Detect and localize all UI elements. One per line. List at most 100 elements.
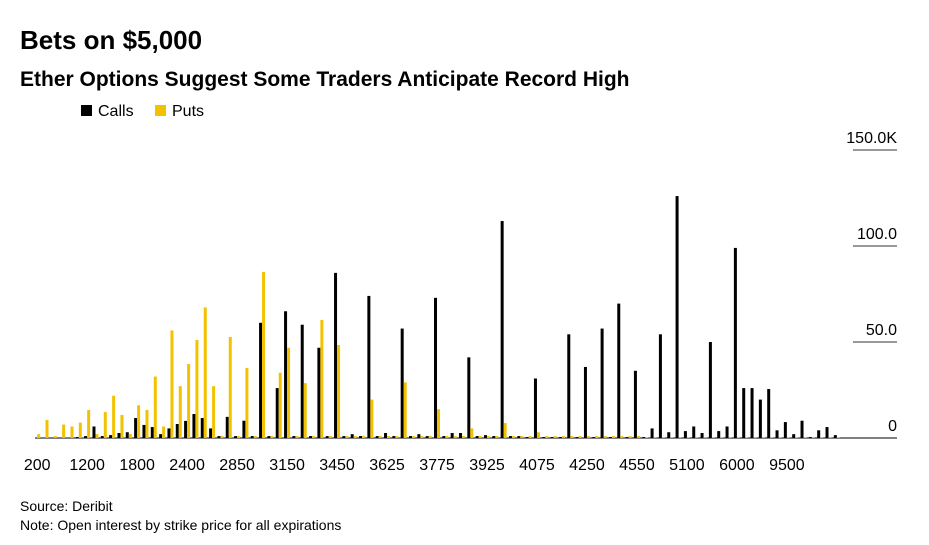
bar (478, 436, 482, 438)
bar (270, 436, 274, 438)
bar (387, 436, 391, 438)
bar (303, 383, 307, 438)
bar (525, 437, 529, 438)
bar (628, 436, 632, 438)
bar (611, 436, 615, 438)
bar (442, 436, 446, 438)
bar (517, 436, 521, 438)
bar (828, 437, 832, 438)
bar (578, 436, 582, 438)
bar (725, 426, 729, 438)
bar (409, 436, 413, 438)
bar (603, 436, 607, 438)
x-tick-label: 1800 (119, 457, 155, 474)
bar (683, 431, 687, 438)
bar (75, 437, 79, 438)
bar (187, 364, 191, 438)
bar (162, 426, 166, 438)
bar (717, 431, 721, 438)
bar (137, 405, 141, 438)
y-tick-label: 0 (888, 418, 897, 435)
bar (720, 437, 724, 438)
x-tick-label: 3150 (269, 457, 305, 474)
bar (567, 334, 571, 438)
bar (259, 322, 263, 438)
bar (817, 430, 821, 438)
chart-title: Bets on $5,000 (20, 25, 202, 55)
x-tick-label: 3450 (319, 457, 355, 474)
bar (467, 357, 471, 438)
bar (761, 437, 765, 438)
bar (95, 434, 99, 438)
bar (453, 436, 457, 438)
bar (284, 311, 288, 438)
bar (592, 437, 596, 438)
bar (795, 437, 799, 438)
bar (745, 437, 749, 438)
bar (92, 426, 96, 438)
x-tick-label: 4075 (519, 457, 555, 474)
bar (309, 436, 313, 438)
bar (178, 386, 182, 438)
bar (533, 378, 537, 438)
bar (225, 416, 229, 438)
bar (359, 436, 363, 438)
bar (736, 437, 740, 438)
bar (503, 423, 507, 438)
bar (403, 382, 407, 438)
bar (600, 328, 604, 438)
bar (570, 436, 574, 438)
bar (645, 437, 649, 438)
bar (384, 433, 388, 438)
bar (500, 221, 504, 438)
bar (461, 436, 465, 438)
bar (528, 436, 532, 438)
bar (312, 436, 316, 438)
bar (575, 437, 579, 438)
bar (753, 437, 757, 438)
bar (558, 437, 562, 438)
bar (134, 418, 138, 438)
x-tick-label: 9500 (769, 457, 805, 474)
source: Source: Deribit (20, 498, 113, 514)
bar (625, 437, 629, 438)
bar (608, 437, 612, 438)
bar (417, 434, 421, 438)
bar (803, 437, 807, 438)
bar (728, 437, 732, 438)
x-tick-label: 3625 (369, 457, 405, 474)
bar (783, 422, 787, 438)
bar (362, 436, 366, 438)
bar (209, 428, 213, 438)
bar (412, 436, 416, 438)
bar (642, 437, 646, 438)
bar (658, 334, 662, 438)
bar (636, 436, 640, 438)
bar (237, 436, 241, 438)
bar (275, 388, 279, 438)
legend-label: Calls (98, 103, 134, 120)
bar (337, 345, 341, 438)
bar (620, 436, 624, 438)
bar (200, 418, 204, 438)
bar (292, 436, 296, 438)
bar (450, 433, 454, 438)
bar (212, 386, 216, 438)
bar (350, 434, 354, 438)
bar (62, 424, 66, 438)
bar (267, 436, 271, 438)
bar (120, 414, 124, 438)
bar (125, 432, 129, 438)
bar (100, 436, 104, 438)
legend-swatch (155, 105, 166, 116)
bar (583, 366, 587, 438)
bar (778, 437, 782, 438)
bar (295, 436, 299, 438)
bar (184, 420, 188, 438)
bar (175, 423, 179, 438)
bar (742, 388, 746, 438)
legend-label: Puts (172, 103, 204, 120)
bar (458, 433, 462, 438)
bar (78, 422, 82, 438)
